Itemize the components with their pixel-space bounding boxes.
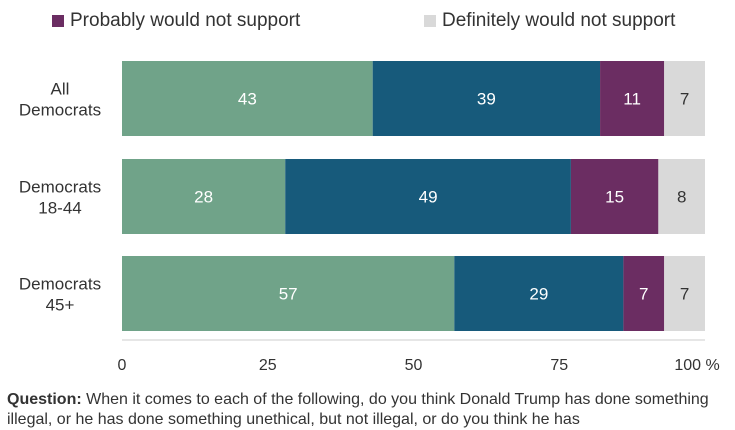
x-tick-label: 100 % <box>674 357 719 374</box>
category-label: Democrats 45+ <box>19 275 101 315</box>
legend-item-0: Probably would not support <box>52 10 300 32</box>
bar-segment <box>285 159 571 234</box>
bar-segment <box>122 61 373 136</box>
data-label: 8 <box>677 188 686 207</box>
legend-item-1: Definitely would not support <box>424 10 675 32</box>
data-label: 57 <box>279 285 298 304</box>
bar-segment <box>122 159 286 234</box>
data-label: 7 <box>680 285 689 304</box>
data-label: 49 <box>419 188 438 207</box>
x-tick-label: 0 <box>118 357 127 374</box>
x-tick-label: 75 <box>550 357 568 374</box>
bar-segment <box>664 256 705 331</box>
legend-label: Probably would not support <box>70 10 301 31</box>
legend-label: Definitely would not support <box>442 10 676 31</box>
bar-segment <box>664 61 705 136</box>
x-tick-label: 50 <box>405 357 423 374</box>
stacked-bar-chart: All Democrats 43 39 11 7 Democrats 18-44 28 49 15 8… <box>19 61 720 374</box>
bar-segment <box>600 61 665 136</box>
data-label: 28 <box>194 188 213 207</box>
data-label: 39 <box>477 90 496 109</box>
question-footnote: Question: When it comes to each of the f… <box>7 390 732 430</box>
category-label: All Democrats <box>19 80 101 120</box>
x-tick-label: 25 <box>259 357 277 374</box>
footnote-text: When it comes to each of the following, … <box>7 391 709 428</box>
data-label: 7 <box>680 90 689 109</box>
bar-segment <box>454 256 624 331</box>
bar-segment <box>570 159 659 234</box>
legend: Probably would not support Definitely wou… <box>0 0 735 40</box>
bar-segment <box>623 256 665 331</box>
footnote-label: Question: <box>7 391 82 408</box>
legend-swatch <box>52 15 64 27</box>
legend-swatch <box>424 15 436 27</box>
data-label: 29 <box>529 285 548 304</box>
category-label: Democrats 18-44 <box>19 178 101 218</box>
bar-segment <box>658 159 705 234</box>
data-label: 7 <box>639 285 648 304</box>
bar-segment <box>372 61 601 136</box>
bar-segment <box>122 256 455 331</box>
data-label: 43 <box>238 90 257 109</box>
data-label: 11 <box>623 90 641 109</box>
data-label: 15 <box>605 188 624 207</box>
